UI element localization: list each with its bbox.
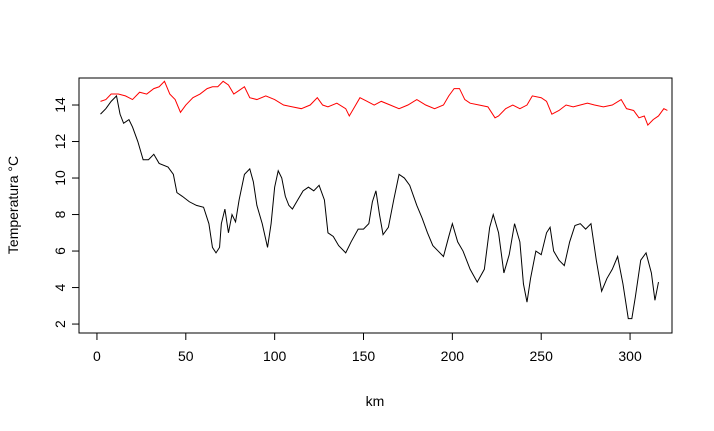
x-tick-label: 50: [178, 348, 194, 364]
y-tick-label: 2: [52, 320, 68, 328]
y-tick-label: 12: [52, 134, 68, 150]
x-tick-label: 150: [352, 348, 376, 364]
y-axis-label: Temperatura °C: [5, 156, 21, 254]
y-tick-label: 6: [52, 247, 68, 255]
x-tick-label: 300: [618, 348, 642, 364]
x-tick-label: 200: [441, 348, 465, 364]
plot-frame: [78, 77, 673, 334]
y-tick-label: 14: [52, 97, 68, 113]
x-axis-label: km: [366, 393, 385, 409]
y-tick-label: 10: [52, 170, 68, 186]
y-tick-label: 4: [52, 283, 68, 291]
x-tick-label: 0: [93, 348, 101, 364]
series-line: [100, 80, 668, 126]
x-tick-label: 250: [530, 348, 554, 364]
series-line: [100, 94, 659, 320]
x-tick-label: 100: [263, 348, 287, 364]
y-tick-label: 8: [52, 210, 68, 218]
